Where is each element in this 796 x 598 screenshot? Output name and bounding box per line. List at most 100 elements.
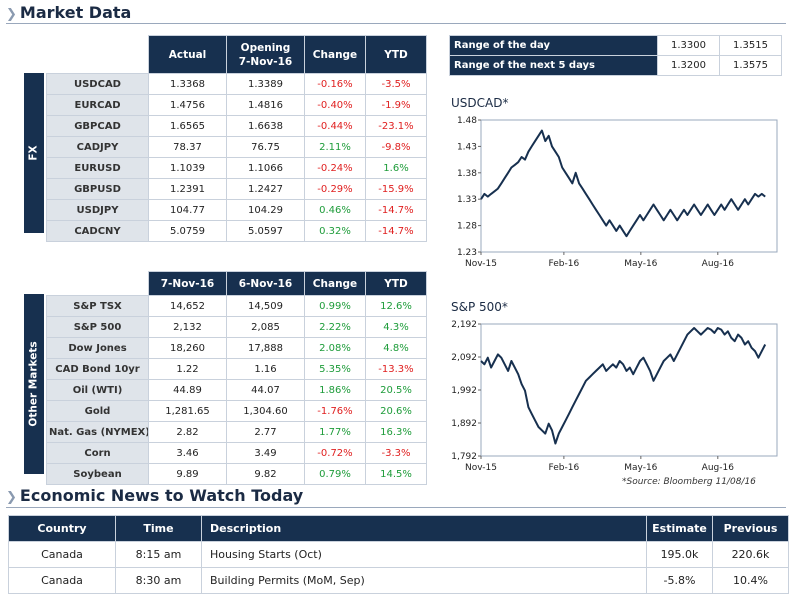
other-label: CAD Bond 10yr bbox=[46, 358, 149, 380]
other-row: S&P TSX 14,652 14,509 0.99% 12.6% bbox=[46, 295, 427, 317]
news-description: Building Permits (MoM, Sep) bbox=[201, 567, 647, 594]
fx-label: CADCNY bbox=[46, 220, 149, 242]
fx-ytd: -23.1% bbox=[365, 115, 427, 137]
other-change: 5.35% bbox=[304, 358, 366, 380]
fx-header-actual: Actual bbox=[148, 35, 227, 74]
fx-change: 0.46% bbox=[304, 199, 366, 221]
sp500-xtick-label: Nov-15 bbox=[465, 463, 497, 473]
usdcad-xtick-label: Feb-16 bbox=[549, 259, 580, 269]
other-row: Dow Jones 18,260 17,888 2.08% 4.8% bbox=[46, 337, 427, 359]
fx-header-opening: Opening 7-Nov-16 bbox=[226, 35, 305, 74]
other-row: Soybean 9.89 9.82 0.79% 14.5% bbox=[46, 463, 427, 485]
other-label: Soybean bbox=[46, 463, 149, 485]
other-value-2: 3.49 bbox=[226, 442, 305, 464]
source-note: *Source: Bloomberg 11/08/16 bbox=[622, 477, 756, 487]
fx-ytd: -1.9% bbox=[365, 94, 427, 116]
fx-value-1: 104.77 bbox=[148, 199, 227, 221]
fx-label: USDJPY bbox=[46, 199, 149, 221]
other-change: 2.08% bbox=[304, 337, 366, 359]
fx-value-2: 1.4816 bbox=[226, 94, 305, 116]
fx-table: Actual Opening 7-Nov-16 Change YTD USDCAD… bbox=[46, 35, 427, 242]
other-markets-side-label: Other Markets bbox=[24, 294, 44, 474]
range-5day-high: 1.3575 bbox=[719, 55, 782, 76]
other-row: Nat. Gas (NYMEX) 2.82 2.77 1.77% 16.3% bbox=[46, 421, 427, 443]
sp500-ytick-label: 2,092 bbox=[451, 353, 477, 363]
news-table: Country Time Description Estimate Previo… bbox=[8, 515, 789, 594]
usdcad-ytick-label: 1.28 bbox=[457, 222, 477, 232]
range-table: Range of the day 1.3300 1.3515 Range of … bbox=[449, 35, 782, 76]
other-change: 0.99% bbox=[304, 295, 366, 317]
fx-change: 2.11% bbox=[304, 136, 366, 158]
sp500-xtick-label: Aug-16 bbox=[702, 463, 735, 473]
fx-ytd: -14.7% bbox=[365, 220, 427, 242]
other-change: 0.79% bbox=[304, 463, 366, 485]
fx-value-2: 1.1066 bbox=[226, 157, 305, 179]
usdcad-ytick-label: 1.48 bbox=[457, 116, 477, 126]
sp500-xtick-label: Feb-16 bbox=[549, 463, 580, 473]
fx-label: CADJPY bbox=[46, 136, 149, 158]
title-divider bbox=[6, 23, 786, 24]
other-markets-table: 7-Nov-16 6-Nov-16 Change YTD S&P TSX 14,6… bbox=[46, 271, 427, 485]
news-estimate: 195.0k bbox=[646, 541, 713, 568]
other-value-2: 1.16 bbox=[226, 358, 305, 380]
other-value-1: 1,281.65 bbox=[148, 400, 227, 422]
fx-ytd: -3.5% bbox=[365, 73, 427, 95]
fx-value-1: 78.37 bbox=[148, 136, 227, 158]
other-label: Oil (WTI) bbox=[46, 379, 149, 401]
fx-header-ytd: YTD bbox=[365, 35, 427, 74]
other-value-1: 2,132 bbox=[148, 316, 227, 338]
news-country: Canada bbox=[8, 567, 116, 594]
usdcad-ytick-label: 1.38 bbox=[457, 169, 477, 179]
sp500-series-line bbox=[480, 327, 767, 445]
news-description: Housing Starts (Oct) bbox=[201, 541, 647, 568]
other-ytd: 20.6% bbox=[365, 400, 427, 422]
other-change: -0.72% bbox=[304, 442, 366, 464]
fx-row: USDJPY 104.77 104.29 0.46% -14.7% bbox=[46, 199, 427, 221]
sp500-plot-area bbox=[480, 323, 778, 457]
other-row: S&P 500 2,132 2,085 2.22% 4.3% bbox=[46, 316, 427, 338]
fx-value-1: 1.2391 bbox=[148, 178, 227, 200]
other-value-1: 18,260 bbox=[148, 337, 227, 359]
other-label: S&P TSX bbox=[46, 295, 149, 317]
other-change: 2.22% bbox=[304, 316, 366, 338]
usdcad-xtick-label: Aug-16 bbox=[702, 259, 735, 269]
fx-ytd: -15.9% bbox=[365, 178, 427, 200]
fx-change: -0.29% bbox=[304, 178, 366, 200]
usdcad-ytick-label: 1.43 bbox=[457, 142, 477, 152]
other-value-2: 44.07 bbox=[226, 379, 305, 401]
sp500-ytick-label: 1,992 bbox=[451, 386, 477, 396]
other-ytd: 20.5% bbox=[365, 379, 427, 401]
other-value-2: 2.77 bbox=[226, 421, 305, 443]
usdcad-series-line bbox=[480, 129, 766, 238]
other-value-2: 2,085 bbox=[226, 316, 305, 338]
fx-value-2: 76.75 bbox=[226, 136, 305, 158]
other-value-1: 14,652 bbox=[148, 295, 227, 317]
sp500-ytick-label: 2,192 bbox=[451, 320, 477, 330]
fx-value-2: 1.6638 bbox=[226, 115, 305, 137]
fx-value-1: 5.0759 bbox=[148, 220, 227, 242]
fx-row: EURUSD 1.1039 1.1066 -0.24% 1.6% bbox=[46, 157, 427, 179]
other-label: Nat. Gas (NYMEX) bbox=[46, 421, 149, 443]
news-header-previous: Previous bbox=[712, 515, 789, 542]
fx-label: USDCAD bbox=[46, 73, 149, 95]
other-change: -1.76% bbox=[304, 400, 366, 422]
other-row: CAD Bond 10yr 1.22 1.16 5.35% -13.3% bbox=[46, 358, 427, 380]
news-title: ❯ Economic News to Watch Today bbox=[6, 486, 304, 505]
fx-change: -0.44% bbox=[304, 115, 366, 137]
news-estimate: -5.8% bbox=[646, 567, 713, 594]
news-time: 8:30 am bbox=[115, 567, 202, 594]
fx-change: -0.24% bbox=[304, 157, 366, 179]
other-ytd: 4.8% bbox=[365, 337, 427, 359]
fx-value-2: 5.0597 bbox=[226, 220, 305, 242]
other-header-current: 7-Nov-16 bbox=[148, 271, 227, 296]
fx-ytd: -14.7% bbox=[365, 199, 427, 221]
other-row: Corn 3.46 3.49 -0.72% -3.3% bbox=[46, 442, 427, 464]
news-header-description: Description bbox=[201, 515, 647, 542]
usdcad-xtick-label: Nov-15 bbox=[465, 259, 497, 269]
other-ytd: 16.3% bbox=[365, 421, 427, 443]
other-header-ytd: YTD bbox=[365, 271, 427, 296]
other-value-2: 14,509 bbox=[226, 295, 305, 317]
other-ytd: 14.5% bbox=[365, 463, 427, 485]
